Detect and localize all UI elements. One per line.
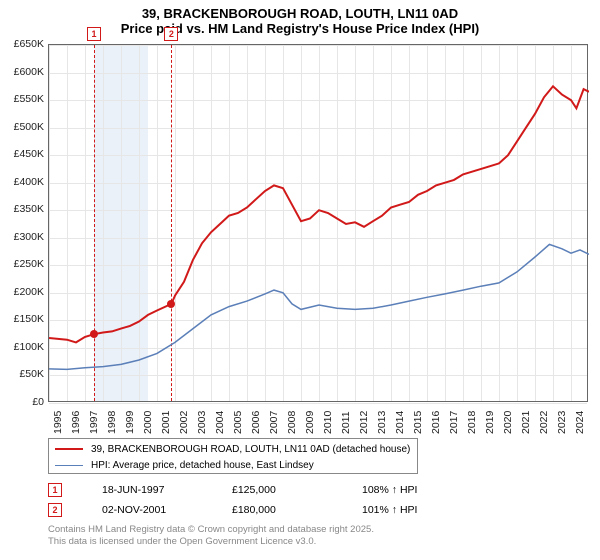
- x-tick-label: 2020: [502, 411, 514, 434]
- x-tick-label: 2010: [322, 411, 334, 434]
- x-tick-label: 1999: [124, 411, 136, 434]
- y-tick-label: £400K: [2, 176, 44, 188]
- y-tick-label: £600K: [2, 66, 44, 78]
- y-tick-label: £650K: [2, 38, 44, 50]
- x-tick-label: 2014: [394, 411, 406, 434]
- x-tick-label: 2017: [448, 411, 460, 434]
- y-tick-label: £100K: [2, 341, 44, 353]
- chart-plot-area: 12: [48, 44, 588, 402]
- x-tick-label: 2000: [142, 411, 154, 434]
- x-tick-label: 2011: [340, 411, 352, 434]
- marker-hpi: 108% ↑ HPI: [362, 484, 492, 496]
- marker-row: 1 18-JUN-1997£125,000108% ↑ HPI: [48, 480, 492, 500]
- marker-hpi: 101% ↑ HPI: [362, 504, 492, 516]
- x-tick-label: 2008: [286, 411, 298, 434]
- x-tick-label: 2019: [484, 411, 496, 434]
- legend-swatch: [55, 465, 83, 466]
- x-tick-label: 2022: [538, 411, 550, 434]
- x-tick-label: 1996: [70, 411, 82, 434]
- chart-marker-dot: [167, 300, 175, 308]
- y-tick-label: £200K: [2, 286, 44, 298]
- x-tick-label: 1995: [52, 411, 64, 434]
- x-tick-label: 2018: [466, 411, 478, 434]
- y-tick-label: £300K: [2, 231, 44, 243]
- x-tick-label: 2003: [196, 411, 208, 434]
- series-line: [49, 244, 589, 369]
- marker-date: 18-JUN-1997: [102, 484, 232, 496]
- x-tick-label: 2006: [250, 411, 262, 434]
- marker-price: £180,000: [232, 504, 362, 516]
- x-tick-label: 2013: [376, 411, 388, 434]
- x-tick-label: 2001: [160, 411, 172, 434]
- y-tick-label: £0: [2, 396, 44, 408]
- marker-table: 1 18-JUN-1997£125,000108% ↑ HPI 2 02-NOV-20…: [48, 480, 492, 520]
- marker-date: 02-NOV-2001: [102, 504, 232, 516]
- attribution-line-2: This data is licensed under the Open Gov…: [48, 536, 374, 548]
- y-tick-label: £550K: [2, 93, 44, 105]
- attribution: Contains HM Land Registry data © Crown c…: [48, 524, 374, 548]
- x-tick-label: 2023: [556, 411, 568, 434]
- series-line: [49, 86, 589, 342]
- x-tick-label: 2009: [304, 411, 316, 434]
- chart-marker-dot: [90, 330, 98, 338]
- attribution-line-1: Contains HM Land Registry data © Crown c…: [48, 524, 374, 536]
- x-tick-label: 2015: [412, 411, 424, 434]
- x-tick-label: 2021: [520, 411, 532, 434]
- x-tick-label: 1997: [88, 411, 100, 434]
- y-tick-label: £150K: [2, 313, 44, 325]
- y-tick-label: £450K: [2, 148, 44, 160]
- chart-marker-badge: 1: [87, 27, 101, 41]
- y-tick-label: £350K: [2, 203, 44, 215]
- title-line-1: 39, BRACKENBOROUGH ROAD, LOUTH, LN11 0AD: [0, 6, 600, 21]
- chart-marker-badge: 2: [164, 27, 178, 41]
- x-tick-label: 2016: [430, 411, 442, 434]
- x-tick-label: 2007: [268, 411, 280, 434]
- marker-price: £125,000: [232, 484, 362, 496]
- legend: 39, BRACKENBOROUGH ROAD, LOUTH, LN11 0AD…: [48, 438, 418, 474]
- legend-item: HPI: Average price, detached house, East…: [55, 457, 411, 473]
- x-tick-label: 2002: [178, 411, 190, 434]
- y-tick-label: £50K: [2, 368, 44, 380]
- x-tick-label: 2012: [358, 411, 370, 434]
- y-tick-label: £250K: [2, 258, 44, 270]
- legend-label: HPI: Average price, detached house, East…: [91, 460, 314, 471]
- x-tick-label: 2005: [232, 411, 244, 434]
- chart-lines: [49, 45, 589, 403]
- marker-badge: 2: [48, 503, 62, 517]
- legend-swatch: [55, 448, 83, 450]
- legend-item: 39, BRACKENBOROUGH ROAD, LOUTH, LN11 0AD…: [55, 441, 411, 457]
- marker-row: 2 02-NOV-2001£180,000101% ↑ HPI: [48, 500, 492, 520]
- marker-badge: 1: [48, 483, 62, 497]
- y-tick-label: £500K: [2, 121, 44, 133]
- legend-label: 39, BRACKENBOROUGH ROAD, LOUTH, LN11 0AD…: [91, 444, 410, 455]
- x-tick-label: 2024: [574, 411, 586, 434]
- gridline-h: [49, 403, 587, 404]
- x-tick-label: 1998: [106, 411, 118, 434]
- x-tick-label: 2004: [214, 411, 226, 434]
